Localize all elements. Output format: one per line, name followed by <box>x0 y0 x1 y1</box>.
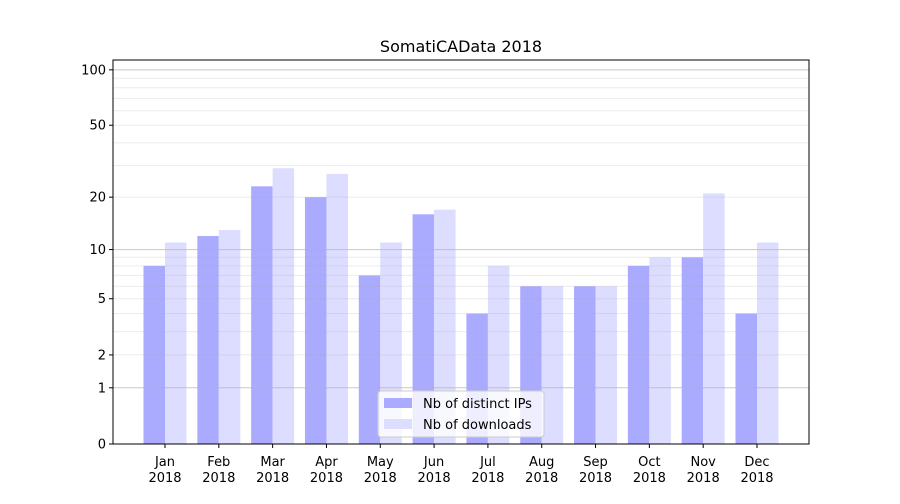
y-tick-label: 100 <box>81 63 106 78</box>
x-tick-label: Sep 2018 <box>579 455 612 486</box>
bar-distinct-ips <box>143 265 165 444</box>
y-tick-label: 5 <box>98 292 106 307</box>
bar-distinct-ips <box>412 214 435 444</box>
bar-distinct-ips <box>251 186 273 444</box>
x-tick-label: Nov 2018 <box>687 455 720 486</box>
legend-swatch <box>384 419 412 429</box>
bar-downloads <box>434 209 456 444</box>
bar-downloads <box>703 193 725 444</box>
x-tick-label: Jul 2018 <box>471 455 504 486</box>
chart-title: SomatiCAData 2018 <box>380 37 542 56</box>
y-tick-label: 2 <box>98 348 106 363</box>
bar-distinct-ips <box>358 275 381 444</box>
x-tick-label: Apr 2018 <box>310 455 343 486</box>
y-tick-label: 1 <box>98 381 106 396</box>
legend: Nb of distinct IPs Nb of downloads <box>377 390 545 438</box>
bar-distinct-ips <box>681 257 704 444</box>
x-tick-label: Oct 2018 <box>633 455 666 486</box>
bar-distinct-ips <box>627 265 650 444</box>
bar-distinct-ips <box>304 197 327 444</box>
bar-downloads <box>165 242 187 444</box>
bar-downloads <box>326 173 348 444</box>
y-tick-label: 10 <box>89 243 106 258</box>
bar-downloads <box>649 257 671 444</box>
x-tick-label: Feb 2018 <box>202 455 235 486</box>
y-tick-label: 20 <box>89 191 106 206</box>
bar-distinct-ips <box>197 236 219 444</box>
y-tick-label: 50 <box>89 119 106 134</box>
x-tick-label: May 2018 <box>364 455 397 486</box>
x-tick-label: Mar 2018 <box>256 455 289 486</box>
y-tick-label: 0 <box>98 438 106 453</box>
plot-frame <box>112 59 810 445</box>
bar-distinct-ips <box>574 286 596 444</box>
x-tick-label: Aug 2018 <box>525 455 558 486</box>
legend-label: Nb of downloads <box>423 418 532 433</box>
bar-downloads <box>218 230 241 444</box>
bar-downloads <box>541 286 564 444</box>
bar-downloads <box>272 168 295 444</box>
legend-box <box>377 390 545 438</box>
legend-swatch <box>384 398 412 408</box>
legend-label: Nb of distinct IPs <box>423 397 532 412</box>
bar-distinct-ips <box>735 313 757 444</box>
x-tick-label: Jan 2018 <box>148 455 181 486</box>
x-tick-label: Dec 2018 <box>740 455 773 486</box>
bar-downloads <box>757 242 779 444</box>
x-tick-label: Jun 2018 <box>418 455 451 486</box>
bar-downloads <box>595 286 618 444</box>
